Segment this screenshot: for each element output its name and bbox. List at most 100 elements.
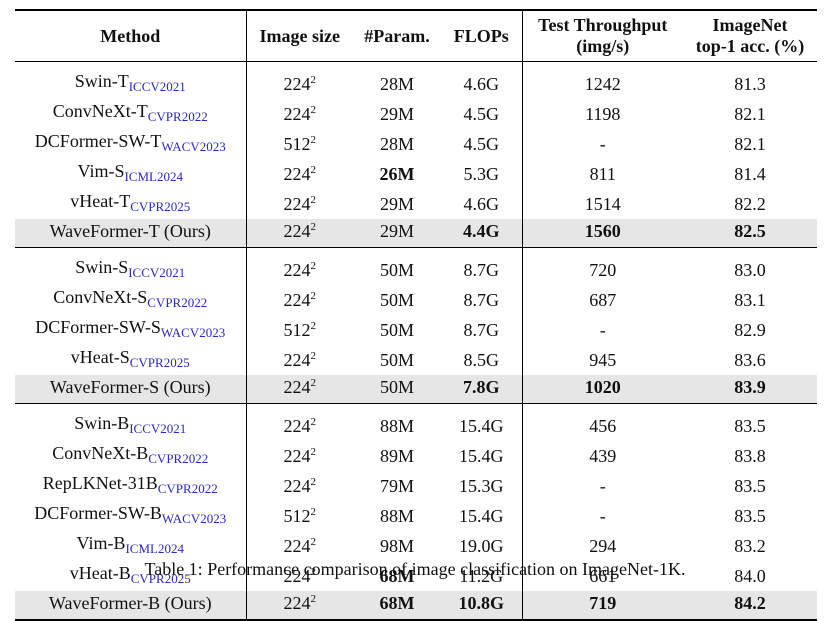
throughput-cell: 1514 [584,193,621,214]
accuracy-cell: 83.5 [734,415,766,436]
method-name: Swin-T [74,71,129,91]
image-size-value: 224 [283,259,311,280]
accuracy-cell: 83.9 [683,375,817,404]
params-cell: 26M [379,163,415,184]
flops-cell: 15.4G [441,441,523,471]
table-row: Swin-BICCV2021 2242 88M 15.4G 456 83.5 [15,403,817,442]
image-size-value: 224 [283,103,311,124]
image-size-exponent: 2 [310,377,317,389]
image-size-exponent: 2 [310,445,317,458]
throughput-cell: 1020 [522,375,683,404]
throughput-cell: 687 [589,289,617,310]
image-size-exponent: 2 [310,259,317,272]
image-size-value: 512 [283,505,311,526]
flops-cell: 4.6G [441,61,523,99]
accuracy-cell: 82.1 [734,133,766,154]
throughput-cell: - [599,133,606,154]
table-row: Vim-BICML2024 2242 98M 19.0G 294 83.2 [15,531,817,561]
header-throughput-line1: Test Throughput [538,15,668,35]
image-size-cell: 2242 [246,99,353,129]
table-row: DCFormer-SW-SWACV2023 5122 50M 8.7G -82.9 [15,315,817,345]
image-size-cell: 5122 [246,501,353,531]
venue-label: ICCV2021 [128,265,186,280]
image-size-exponent: 2 [310,289,317,302]
throughput-cell: 719 [522,591,683,621]
accuracy-cell: 82.9 [734,319,766,340]
table-row-ours: WaveFormer-S (Ours) 2242 50M 7.8G 1020 83.9 [15,375,817,404]
throughput-cell: - [599,475,606,496]
method-cell: vHeat-SCVPR2025 [15,345,247,375]
throughput-cell: 1560 [522,219,683,248]
flops-cell: 15.3G [441,471,523,501]
accuracy-cell: 81.4 [734,163,766,184]
method-cell: ConvNeXt-BCVPR2022 [15,441,247,471]
flops-cell: 15.4G [441,501,523,531]
venue-label: WACV2023 [161,511,227,526]
table-group: Swin-SICCV2021 2242 50M 8.7G 720 83.0 ConvNeXt… [15,247,817,404]
header-method: Method [15,9,247,62]
image-size-cell: 5122 [246,315,353,345]
flops-cell: 19.0G [441,531,523,561]
params-cell: 50M [379,319,414,340]
table-row: Swin-SICCV2021 2242 50M 8.7G 720 83.0 [15,247,817,285]
image-size-exponent: 2 [310,475,317,488]
header-params: #Param. [353,9,441,62]
image-size-exponent: 2 [310,593,317,605]
image-size-exponent: 2 [310,193,317,206]
accuracy-cell: 83.8 [734,445,766,466]
method-name: WaveFormer-S (Ours) [49,377,211,397]
accuracy-cell: 82.1 [734,103,766,124]
method-cell: Swin-TICCV2021 [15,61,247,99]
throughput-cell: - [599,505,606,526]
venue-label: CVPR2025 [130,571,191,586]
image-size-cell: 5122 [246,129,353,159]
method-name: Swin-B [74,413,130,433]
flops-cell: 8.7G [441,285,523,315]
table-row: vHeat-BCVPR2025 2242 68M 11.2G 661 84.0 [15,561,817,591]
header-throughput: Test Throughput (img/s) [522,9,683,62]
table-row: vHeat-TCVPR2025 2242 29M 4.6G 1514 82.2 [15,189,817,219]
results-table-container: Method Image size #Param. FLOPs Test Thr… [15,9,817,621]
accuracy-cell: 83.1 [734,289,766,310]
params-cell: 28M [379,133,414,154]
table-row: ConvNeXt-BCVPR2022 2242 89M 15.4G 439 83.8 [15,441,817,471]
image-size-cell: 2242 [246,531,353,561]
accuracy-cell: 82.2 [734,193,766,214]
method-name: vHeat-B [69,563,131,583]
venue-label: ICML2024 [125,541,184,556]
venue-label: ICML2024 [124,169,183,184]
image-size-cell: 2242 [246,285,353,315]
table-row: Swin-TICCV2021 2242 28M 4.6G 1242 81.3 [15,61,817,99]
method-name: WaveFormer-T (Ours) [49,221,211,241]
accuracy-cell: 83.2 [734,535,766,556]
method-name: ConvNeXt-T [52,101,148,121]
image-size-cell: 2242 [246,404,353,442]
image-size-value: 224 [283,593,311,613]
params-cell: 50M [379,349,414,370]
method-name: RepLKNet-31B [42,473,158,493]
throughput-cell: - [599,319,606,340]
params-cell: 29M [353,219,441,248]
flops-cell: 8.7G [441,247,523,285]
params-cell: 88M [379,505,414,526]
image-size-value: 224 [283,445,311,466]
flops-cell: 4.5G [441,99,523,129]
venue-label: CVPR2025 [130,199,191,214]
accuracy-cell: 83.5 [734,505,766,526]
throughput-cell: 720 [589,259,617,280]
table-row: Vim-SICML2024 2242 26M 5.3G 811 81.4 [15,159,817,189]
image-size-exponent: 2 [310,319,317,332]
table-row: ConvNeXt-SCVPR2022 2242 50M 8.7G 687 83.1 [15,285,817,315]
venue-label: ICCV2021 [128,79,186,94]
flops-cell: 4.6G [441,189,523,219]
table-row-ours: WaveFormer-B (Ours) 2242 68M 10.8G 719 84.2 [15,591,817,621]
image-size-value: 224 [283,415,311,436]
image-size-cell: 2242 [246,159,353,189]
method-name: DCFormer-SW-B [34,503,162,523]
method-cell: DCFormer-SW-SWACV2023 [15,315,247,345]
venue-label: ICCV2021 [129,421,187,436]
image-size-value: 224 [283,377,311,397]
venue-label: CVPR2022 [147,109,208,124]
venue-label: WACV2023 [160,325,226,340]
throughput-cell: 661 [589,565,617,586]
